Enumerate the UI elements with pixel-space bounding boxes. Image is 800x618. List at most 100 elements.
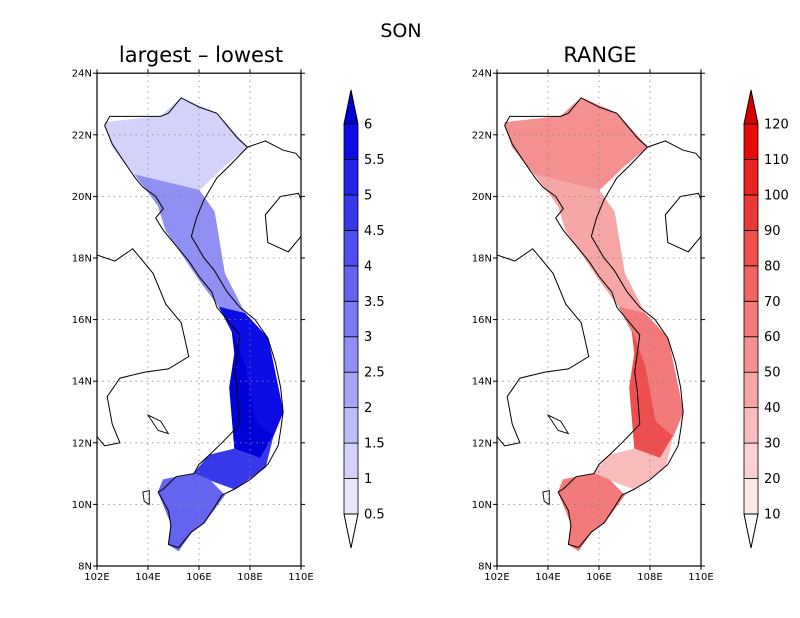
colorbar-box — [743, 478, 759, 515]
y-tick-label: 8N — [478, 562, 492, 573]
y-tick-label: 22N — [472, 130, 492, 141]
colorbar-box — [743, 371, 759, 409]
colorbar-box — [343, 478, 359, 515]
colorbar-label: 80 — [764, 259, 781, 274]
colorbar-label: 5.5 — [364, 153, 385, 168]
y-tick-label: 20N — [472, 192, 492, 203]
colorbar-label: 6 — [364, 118, 372, 133]
colorbar-box — [743, 229, 759, 267]
colorbar-box — [343, 229, 359, 267]
x-tick-label: 110E — [288, 572, 313, 583]
y-tick-label: 24N — [472, 69, 492, 80]
panel-title-left: largest – lowest — [119, 43, 283, 67]
x-tick-label: 102E — [84, 572, 109, 583]
y-tick-label: 12N — [72, 438, 92, 449]
neighbor-border — [97, 248, 190, 447]
y-tick-label: 24N — [72, 69, 92, 80]
colorbar-label: 90 — [764, 224, 781, 239]
colorbar-box — [743, 123, 759, 160]
colorbar-label: 70 — [764, 295, 781, 310]
vietnam-outline — [104, 97, 284, 549]
x-tick-label: 104E — [135, 572, 160, 583]
y-tick-label: 18N — [472, 254, 492, 265]
y-tick-label: 16N — [472, 315, 492, 326]
x-tick-label: 102E — [484, 572, 509, 583]
colorbar-box — [743, 442, 759, 479]
china-coast — [647, 140, 701, 160]
colorbar-label: 20 — [764, 472, 781, 487]
y-tick-label: 20N — [72, 192, 92, 203]
colorbar-label: 5 — [364, 188, 372, 203]
shaded-region-north — [104, 97, 249, 191]
colorbar-box — [343, 300, 359, 338]
x-tick-label: 106E — [186, 572, 211, 583]
x-tick-label: 110E — [688, 572, 713, 583]
colorbar-min-arrow — [343, 513, 359, 549]
map-body — [497, 73, 701, 566]
colorbar-box — [743, 265, 759, 302]
colorbar-label: 110 — [764, 153, 789, 168]
y-tick-label: 18N — [72, 254, 92, 265]
colorbar-label: 4 — [364, 259, 372, 274]
x-tick-label: 108E — [237, 572, 262, 583]
colorbar-box — [343, 442, 359, 479]
y-tick-label: 14N — [472, 377, 492, 388]
lake-outline — [546, 413, 570, 435]
lake-outline — [146, 413, 170, 435]
y-tick-label: 16N — [72, 315, 92, 326]
x-tick-label: 106E — [586, 572, 611, 583]
colorbar-box — [743, 159, 759, 196]
map-body — [97, 73, 301, 566]
lake-outline — [542, 489, 550, 506]
y-tick-label: 10N — [72, 500, 92, 511]
colorbar-label: 120 — [764, 118, 789, 133]
panel-title-right: RANGE — [563, 43, 636, 67]
colorbar-box — [743, 194, 759, 231]
colorbar-label: 1 — [364, 472, 372, 487]
colorbar-label: 4.5 — [364, 224, 385, 239]
colorbar-max-arrow — [343, 89, 359, 125]
colorbar-label: 10 — [764, 508, 781, 523]
colorbar-box — [343, 265, 359, 302]
vietnam-outline — [504, 97, 684, 549]
neighbor-border — [497, 248, 590, 447]
colorbar-label: 60 — [764, 330, 781, 345]
hainan-outline — [664, 192, 701, 253]
x-tick-label: 104E — [535, 572, 560, 583]
y-tick-label: 12N — [472, 438, 492, 449]
colorbar-box — [343, 159, 359, 196]
colorbar-label: 1.5 — [364, 437, 385, 452]
colorbar-label: 0.5 — [364, 508, 385, 523]
colorbar-label: 2.5 — [364, 366, 385, 381]
shaded-region-north — [504, 97, 649, 191]
colorbar-box — [743, 336, 759, 373]
colorbar-label: 30 — [764, 437, 781, 452]
panel-largest-lowest: largest – lowest 102E 104E 106E 108E 110E 8N 1… — [72, 43, 385, 583]
colorbar-max-arrow — [743, 89, 759, 125]
colorbar-box — [343, 123, 359, 160]
y-tick-label: 10N — [472, 500, 492, 511]
panel-range: RANGE 102E 104E 106E 108E 110E 8N 10N 12N 14N 16N… — [472, 43, 789, 583]
hainan-outline — [264, 192, 301, 253]
colorbar-min-arrow — [743, 513, 759, 549]
colorbar-box — [343, 371, 359, 409]
colorbar-box — [343, 194, 359, 231]
colorbar-box — [343, 336, 359, 373]
china-coast — [247, 140, 301, 160]
y-tick-label: 8N — [78, 562, 92, 573]
colorbar-box — [743, 407, 759, 444]
colorbar-label: 40 — [764, 401, 781, 416]
x-tick-label: 108E — [637, 572, 662, 583]
colorbar-label: 3.5 — [364, 295, 385, 310]
lake-outline — [142, 489, 150, 506]
colorbar-label: 100 — [764, 188, 789, 203]
colorbar-label: 2 — [364, 401, 372, 416]
colorbar-label: 3 — [364, 330, 372, 345]
figure-title: SON — [380, 20, 421, 42]
colorbar-label: 50 — [764, 366, 781, 381]
colorbar-box — [343, 407, 359, 444]
y-tick-label: 14N — [72, 377, 92, 388]
y-tick-label: 22N — [72, 130, 92, 141]
colorbar-box — [743, 300, 759, 338]
